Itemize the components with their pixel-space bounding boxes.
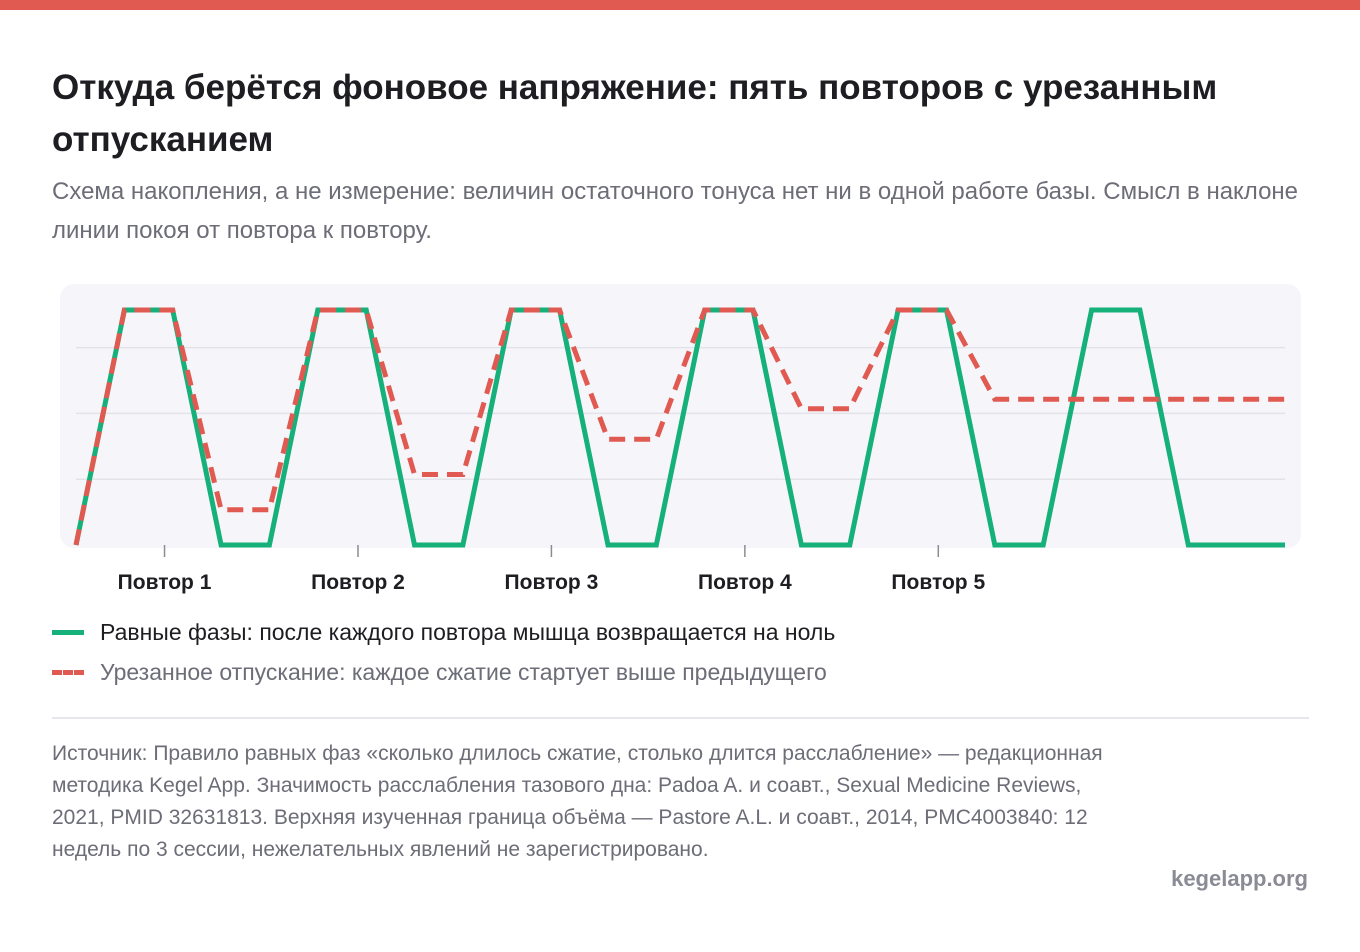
line-chart: Повтор 1 Повтор 2 Повтор 3 Повтор 4 Повтор 5	[60, 284, 1301, 594]
legend-item-truncated-release: Урезанное отпускание: каждое сжатие стар…	[52, 652, 1312, 692]
legend-label-equal-phases: Равные фазы: после каждого повтора мышца…	[100, 618, 836, 645]
x-tick-label-1: Повтор 1	[118, 571, 212, 594]
legend-label-truncated-release: Урезанное отпускание: каждое сжатие стар…	[100, 658, 827, 685]
x-tick-label-2: Повтор 2	[311, 571, 405, 594]
top-accent-bar	[0, 0, 1360, 10]
chart-subtitle: Схема накопления, а не измерение: величи…	[52, 178, 1299, 244]
chart-area: Повтор 1 Повтор 2 Повтор 3 Повтор 4 Повтор 5	[0, 270, 1360, 610]
chart-title: Откуда берётся фоновое напряжение: пять …	[52, 68, 1218, 159]
legend-item-equal-phases: Равные фазы: после каждого повтора мышца…	[52, 612, 1312, 652]
series-line-truncated-release	[73, 307, 1285, 546]
footer-divider	[52, 717, 1309, 719]
legend-swatch-solid	[52, 629, 84, 635]
site-link[interactable]: kegelapp.org	[1171, 866, 1308, 891]
series-line-equal-phases	[73, 307, 1285, 548]
x-tick-label-3: Повтор 3	[505, 571, 599, 594]
legend-swatch-dashed	[52, 669, 84, 675]
x-tick-label-5: Повтор 5	[891, 571, 985, 594]
x-tick-label-4: Повтор 4	[698, 571, 792, 594]
source-note: Источник: Правило равных фаз «сколько дл…	[52, 742, 1103, 861]
legend: Равные фазы: после каждого повтора мышца…	[52, 612, 1312, 692]
